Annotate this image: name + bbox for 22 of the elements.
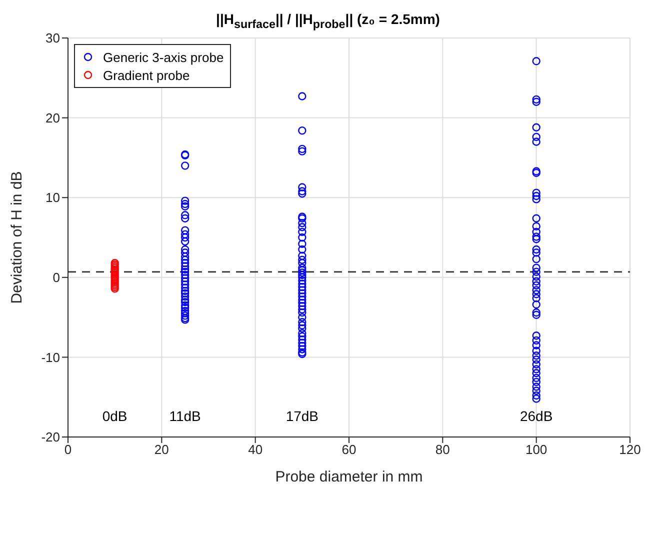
y-tick-label: 20 xyxy=(46,110,60,126)
y-tick-label: -20 xyxy=(41,430,60,445)
y-axis-title: Deviation of H in dB xyxy=(8,171,26,304)
annotation: 11dB xyxy=(169,408,201,424)
legend-label: Generic 3-axis probe xyxy=(103,50,224,64)
x-tick-label: 40 xyxy=(248,442,263,458)
x-tick-label: 0 xyxy=(64,442,72,458)
x-tick-label: 60 xyxy=(342,442,356,458)
x-tick-label: 100 xyxy=(525,442,548,458)
annotation: 0dB xyxy=(102,408,128,424)
x-tick-label: 120 xyxy=(619,442,641,458)
x-tick-label: 20 xyxy=(154,442,169,458)
annotation: 26dB xyxy=(520,408,553,424)
y-tick-label: 0 xyxy=(52,270,60,286)
legend-label: Gradient probe xyxy=(103,68,190,82)
y-tick-label: 10 xyxy=(46,190,60,206)
y-tick-label: 30 xyxy=(46,30,60,46)
chart-title: ||H$_{surface}$|| / ||H$_{probe}$|| (z₀ = 2.5mm) xyxy=(215,10,441,31)
annotation: 17dB xyxy=(286,408,319,424)
y-tick-label: -10 xyxy=(41,350,60,365)
x-axis-title: Probe diameter in mm xyxy=(275,468,423,486)
x-tick-label: 80 xyxy=(435,442,450,458)
